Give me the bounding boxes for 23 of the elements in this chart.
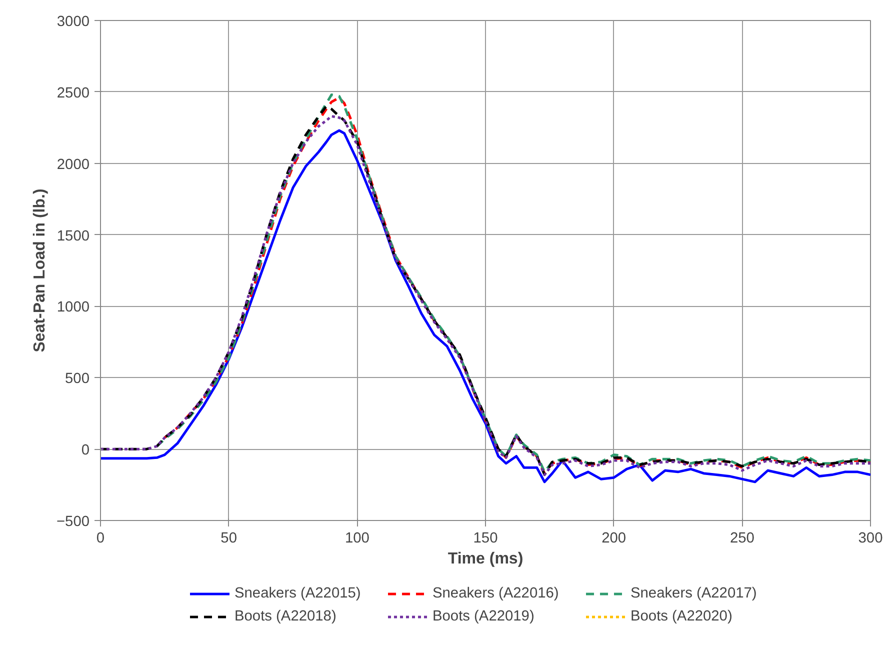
legend-label: Sneakers (A22017) (630, 586, 758, 602)
legend-label: Boots (A22018) (234, 608, 338, 624)
y-tick-label: 2500 (56, 85, 90, 102)
x-tick-label: 200 (602, 530, 626, 546)
legend-label: Boots (A22020) (630, 608, 734, 624)
x-tick-label: 50 (220, 530, 237, 546)
x-tick-label: 250 (730, 530, 754, 546)
y-tick-label: 0 (81, 442, 90, 459)
legend-label: Sneakers (A22015) (234, 586, 362, 602)
y-tick-label: 3000 (56, 14, 90, 30)
x-axis-title: Time (ms) (448, 550, 524, 568)
x-tick-label: 100 (344, 530, 370, 546)
y-tick-label: 2000 (56, 156, 90, 173)
legend-label: Boots (A22019) (432, 608, 536, 624)
y-tick-label: −500 (56, 514, 90, 530)
y-tick-label: 500 (65, 371, 90, 388)
y-axis-title: Seat-Pan Load in (lb.) (31, 188, 48, 352)
y-tick-label: 1000 (56, 300, 90, 316)
x-tick-label: 150 (473, 530, 498, 546)
y-tick-label: 1500 (56, 228, 90, 244)
x-tick-label: 0 (96, 530, 105, 546)
x-tick-label: 300 (858, 530, 883, 546)
legend-label: Sneakers (A22016) (432, 586, 560, 602)
